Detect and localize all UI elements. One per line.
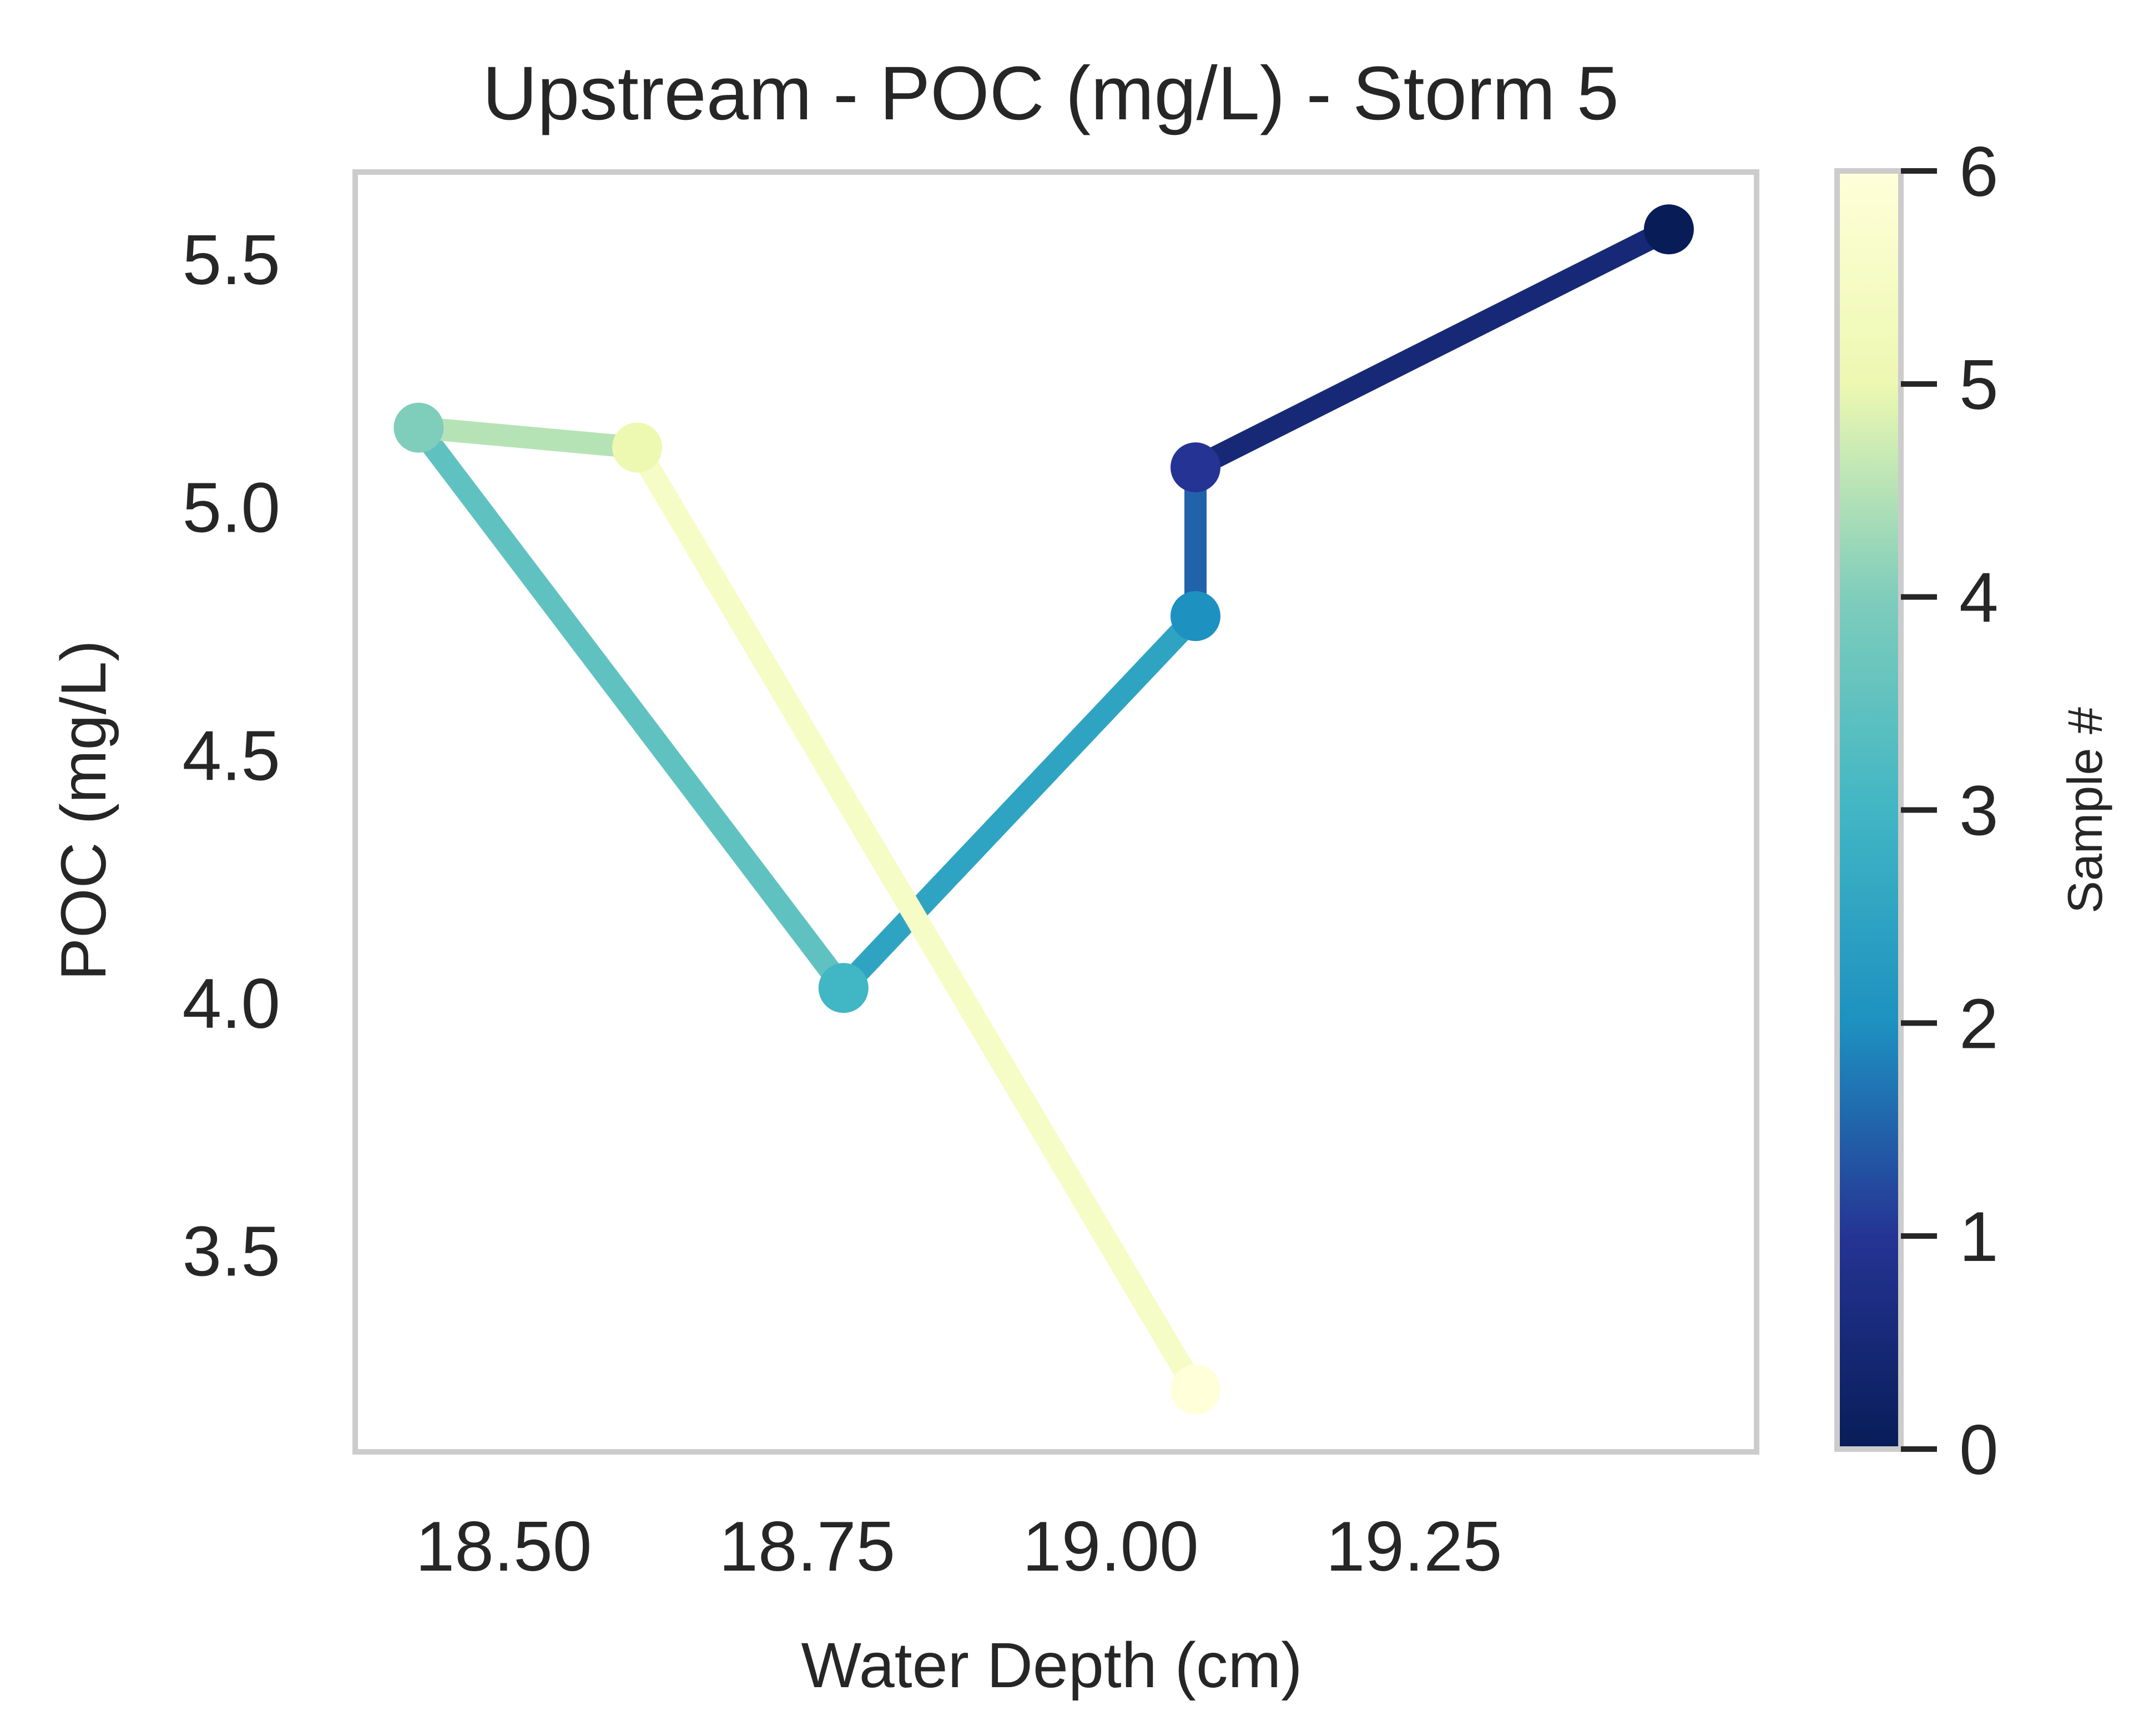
data-point — [1171, 442, 1220, 493]
colorbar-gradient — [1837, 171, 1901, 1449]
y-axis-label: POC (mg/L) — [48, 640, 119, 980]
colorbar-ticks: 0 1 2 3 4 5 6 — [1901, 132, 1999, 1489]
x-tick-label: 19.00 — [1022, 1507, 1199, 1586]
x-axis-label: Water Depth (cm) — [801, 1630, 1302, 1701]
colorbar-tick-label: 1 — [1959, 1197, 1999, 1276]
line-segment — [627, 442, 1205, 1395]
colorbar-tick-label: 2 — [1959, 984, 1999, 1063]
plot-area — [394, 204, 1694, 1415]
line-segment — [417, 416, 638, 459]
colorbar: 0 1 2 3 4 5 6 Sample # — [1834, 132, 2112, 1489]
colorbar-tick-label: 0 — [1959, 1410, 1999, 1489]
x-tick-label: 18.50 — [416, 1507, 592, 1586]
plot-frame — [352, 169, 1759, 1455]
x-axis-ticks: 18.50 18.75 19.00 19.25 — [416, 1507, 1502, 1586]
colorbar-tick-label: 3 — [1959, 771, 1999, 850]
line-segment — [1190, 219, 1674, 477]
y-axis-ticks: 3.5 4.0 4.5 5.0 5.5 — [182, 220, 280, 1291]
colorbar-tick-label: 6 — [1959, 132, 1999, 211]
colorbar-tick-label: 4 — [1959, 558, 1999, 637]
data-point — [1643, 204, 1694, 255]
x-tick-label: 19.25 — [1326, 1507, 1502, 1586]
y-tick-label: 4.5 — [182, 716, 280, 795]
data-point — [1171, 591, 1220, 642]
x-tick-label: 18.75 — [719, 1507, 895, 1586]
colorbar-label: Sample # — [2057, 707, 2112, 914]
y-tick-label: 5.0 — [182, 468, 280, 547]
y-tick-label: 5.5 — [182, 220, 280, 299]
data-point — [1171, 1364, 1220, 1415]
data-point — [818, 963, 869, 1013]
y-tick-label: 3.5 — [182, 1212, 280, 1291]
chart-title: Upstream - POC (mg/L) - Storm 5 — [482, 51, 1619, 136]
data-point — [612, 422, 662, 473]
data-point — [394, 402, 444, 453]
line-segment — [410, 421, 852, 995]
colorbar-tick-label: 5 — [1959, 345, 1999, 424]
line-segment — [835, 608, 1204, 996]
y-tick-label: 4.0 — [182, 964, 280, 1043]
